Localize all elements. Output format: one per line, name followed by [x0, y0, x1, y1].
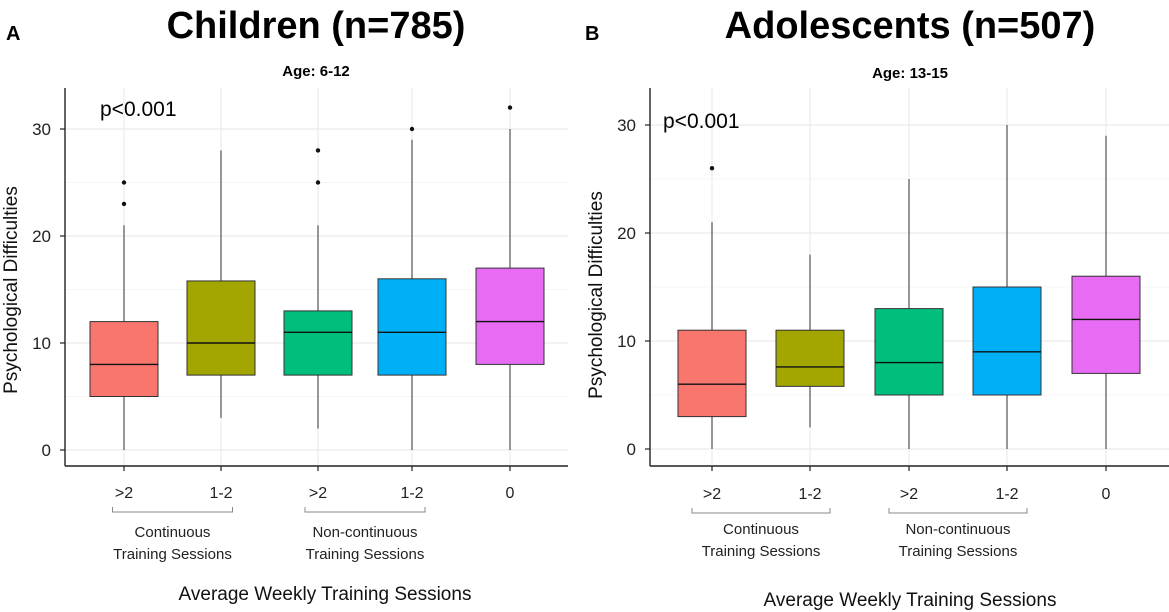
group-label-line2: Training Sessions — [113, 546, 232, 563]
group-label-line1: Non-continuous — [312, 524, 417, 541]
x-axis-label-a: Average Weekly Training Sessions — [179, 584, 472, 605]
y-tick-label: 0 — [42, 441, 51, 460]
outlier-point — [121, 201, 127, 207]
panel-letter-a: A — [6, 23, 20, 45]
category-label: >2 — [703, 486, 721, 503]
y-axis-label-b: Psychological Difficulties — [586, 191, 607, 399]
outlier-point — [507, 105, 513, 110]
chart-title-a: Children (n=785) — [167, 5, 466, 47]
y-tick-label: 30 — [32, 120, 51, 139]
box-2 — [775, 329, 845, 387]
box-1 — [89, 321, 159, 398]
y-tick-label: 0 — [627, 440, 636, 459]
chart-title-b: Adolescents (n=507) — [725, 5, 1096, 47]
y-tick-label: 20 — [617, 224, 636, 243]
y-tick-label: 30 — [617, 116, 636, 135]
box-2 — [186, 280, 256, 376]
box-5 — [1071, 275, 1141, 374]
group-label-line1: Continuous — [723, 521, 799, 538]
category-label: 1-2 — [995, 486, 1018, 503]
box-5 — [475, 267, 545, 365]
panel-letter-b: B — [585, 23, 599, 45]
p-value-annotation: p<0.001 — [100, 98, 177, 121]
group-bracket — [691, 508, 831, 514]
x-axis-label-b: Average Weekly Training Sessions — [764, 590, 1057, 611]
group-label-line2: Training Sessions — [702, 543, 821, 560]
group-bracket — [112, 507, 233, 513]
box-1 — [677, 329, 747, 418]
outlier-point — [409, 126, 415, 132]
box-3 — [874, 308, 944, 396]
chart-subtitle-b: Age: 13-15 — [872, 65, 948, 82]
category-label: 0 — [1102, 486, 1111, 503]
group-bracket — [304, 507, 426, 513]
y-tick-label: 10 — [32, 334, 51, 353]
group-label-line2: Training Sessions — [306, 546, 425, 563]
outlier-point — [315, 148, 321, 153]
category-label: 0 — [506, 485, 515, 502]
y-axis-label-a: Psychological Difficulties — [1, 186, 22, 394]
category-label: >2 — [115, 485, 133, 502]
box-4 — [377, 278, 447, 376]
box-3 — [283, 310, 353, 376]
box-4 — [972, 286, 1042, 396]
group-label-line2: Training Sessions — [899, 543, 1018, 560]
plot-area-b: 0 10 20 30 >2 1-2 >2 1-2 0 Continuous Training Ses… — [617, 88, 1169, 560]
p-value-annotation: p<0.001 — [663, 110, 740, 133]
group-label-line1: Non-continuous — [905, 521, 1010, 538]
y-tick-label: 20 — [32, 227, 51, 246]
category-label: >2 — [900, 486, 918, 503]
group-bracket — [888, 508, 1028, 514]
category-label: 1-2 — [209, 485, 232, 502]
category-label: 1-2 — [400, 485, 423, 502]
category-label: >2 — [309, 485, 327, 502]
y-tick-label: 10 — [617, 332, 636, 351]
chart-subtitle-a: Age: 6-12 — [282, 63, 350, 80]
outlier-point — [121, 180, 127, 185]
group-label-line1: Continuous — [135, 524, 211, 541]
category-label: 1-2 — [798, 486, 821, 503]
outlier-point — [709, 166, 715, 171]
outlier-point — [315, 180, 321, 185]
plot-area-a: 0 10 20 30 >2 1-2 >2 1-2 0 Continuous Training Ses… — [32, 88, 568, 563]
